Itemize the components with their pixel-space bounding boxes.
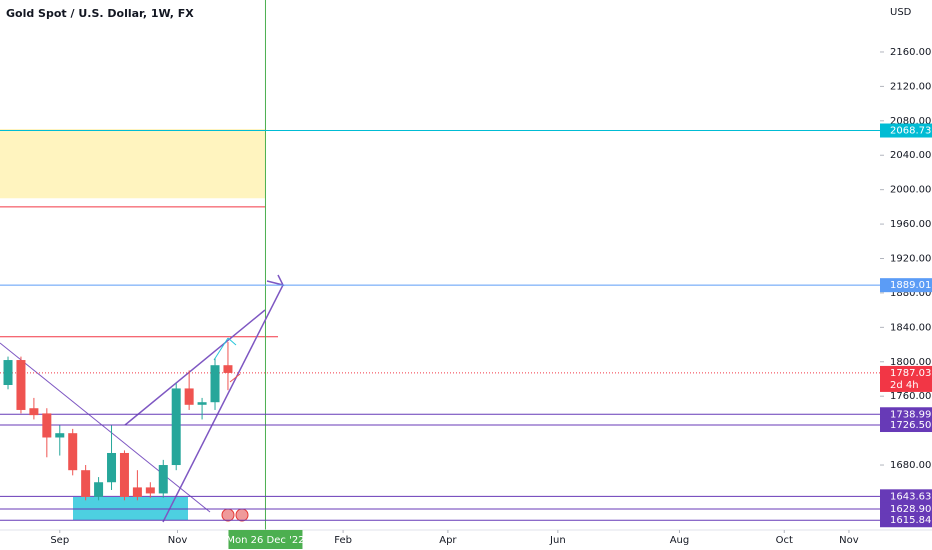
y-tick-label: 1840.00 (890, 322, 931, 333)
candle-body (158, 465, 168, 494)
supply-zone (0, 128, 266, 199)
price-axis (880, 0, 932, 530)
candle-body (184, 388, 194, 405)
price-tag-label: 1889.01 (890, 280, 931, 291)
candle-body (107, 452, 117, 483)
candle-body (197, 402, 207, 405)
price-tag (880, 502, 932, 517)
price-tag-label: 1628.90 (890, 504, 931, 515)
candle-body (3, 360, 13, 386)
x-tick-label: Aug (670, 535, 690, 546)
price-tag-label: 1726.50 (890, 420, 931, 431)
candle-body (68, 433, 78, 471)
trend-line (0, 342, 211, 513)
y-tick-label: 1800.00 (890, 357, 931, 368)
price-tag (880, 365, 932, 392)
y-tick-label: 2040.00 (890, 150, 931, 161)
x-tick-label: Jun (549, 535, 566, 546)
x-tick-label: Oct (776, 535, 793, 546)
demand-box (73, 497, 188, 520)
x-tick-label: Nov (839, 535, 859, 546)
projection (227, 337, 237, 346)
x-tick-label: Sep (50, 535, 69, 546)
price-tag (880, 123, 932, 138)
y-tick-label: 2080.00 (890, 116, 931, 127)
projection (213, 337, 229, 361)
price-tag-label: 2068.73 (890, 126, 931, 137)
candle-body (132, 487, 142, 497)
y-tick-label: 2120.00 (890, 81, 931, 92)
y-tick-label: 1680.00 (890, 460, 931, 471)
price-tag (880, 278, 932, 293)
candle-body (94, 482, 104, 497)
candle-body (210, 365, 220, 403)
candle-body (145, 487, 155, 494)
x-tick-label: Nov (168, 535, 188, 546)
price-tag-label: 1643.63 (890, 491, 931, 502)
projection (229, 373, 241, 383)
trend-arrow (162, 284, 284, 523)
price-tag-label: 1615.84 (890, 515, 931, 526)
x-tick-label: Apr (439, 535, 457, 546)
countdown: 2d 4h (890, 380, 919, 391)
candle-body (16, 360, 26, 410)
drawings (0, 274, 285, 523)
candle-body (29, 408, 39, 416)
price-tag-label: 1738.99 (890, 409, 931, 420)
y-tick-label: 2160.00 (890, 47, 931, 58)
y-tick-label: 2000.00 (890, 185, 931, 196)
y-tick-label: 1760.00 (890, 391, 931, 402)
y-tick-label: 1960.00 (890, 219, 931, 230)
chart-title: Gold Spot / U.S. Dollar, 1W, FX (6, 7, 194, 20)
price-tag (880, 489, 932, 504)
y-tick-label: 1880.00 (890, 288, 931, 299)
event-icon[interactable] (235, 508, 249, 522)
candle-body (42, 413, 52, 438)
price-tag (880, 418, 932, 433)
x-tick-label: Feb (334, 535, 352, 546)
candle-body (81, 470, 91, 497)
event-icon[interactable] (221, 508, 235, 522)
candle-body (55, 433, 65, 438)
price-tag-label: 1787.03 (890, 368, 931, 379)
y-tick-label: 1920.00 (890, 254, 931, 265)
crosshair-label: Mon 26 Dec '22 (226, 535, 304, 546)
currency: USD (890, 7, 912, 18)
crosshair-tag (228, 530, 303, 549)
price-tag (880, 407, 932, 422)
candle-body (223, 365, 233, 373)
price-tag (880, 513, 932, 528)
candle-body (171, 388, 181, 466)
candle-body (119, 452, 129, 497)
trend-line (124, 309, 266, 426)
